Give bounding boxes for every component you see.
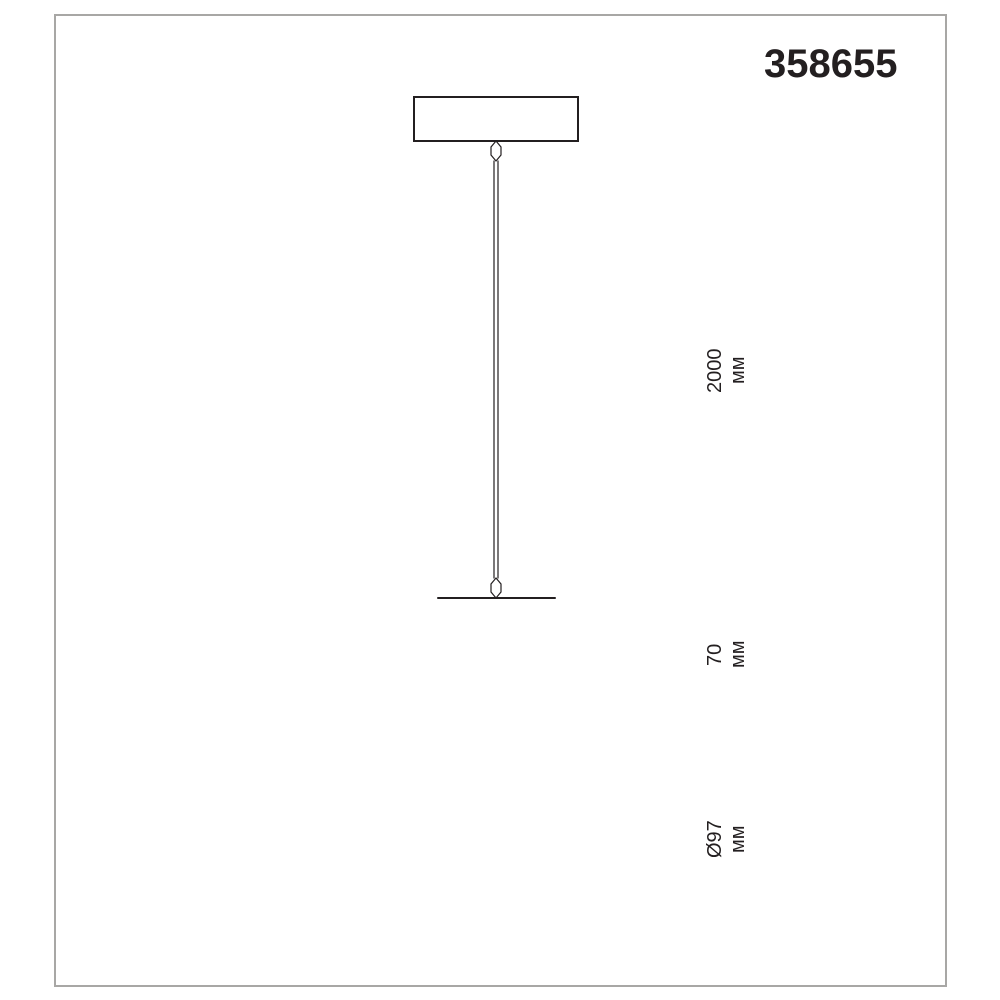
dim-label-diameter: Ø97 мм bbox=[704, 806, 750, 872]
canvas: 358655 2000 мм 70 мм Ø97 мм bbox=[0, 0, 1000, 1000]
dim-label-body: 70 мм bbox=[704, 627, 750, 682]
technical-drawing bbox=[0, 0, 1000, 1000]
dim-label-height: 2000 мм bbox=[704, 332, 750, 409]
